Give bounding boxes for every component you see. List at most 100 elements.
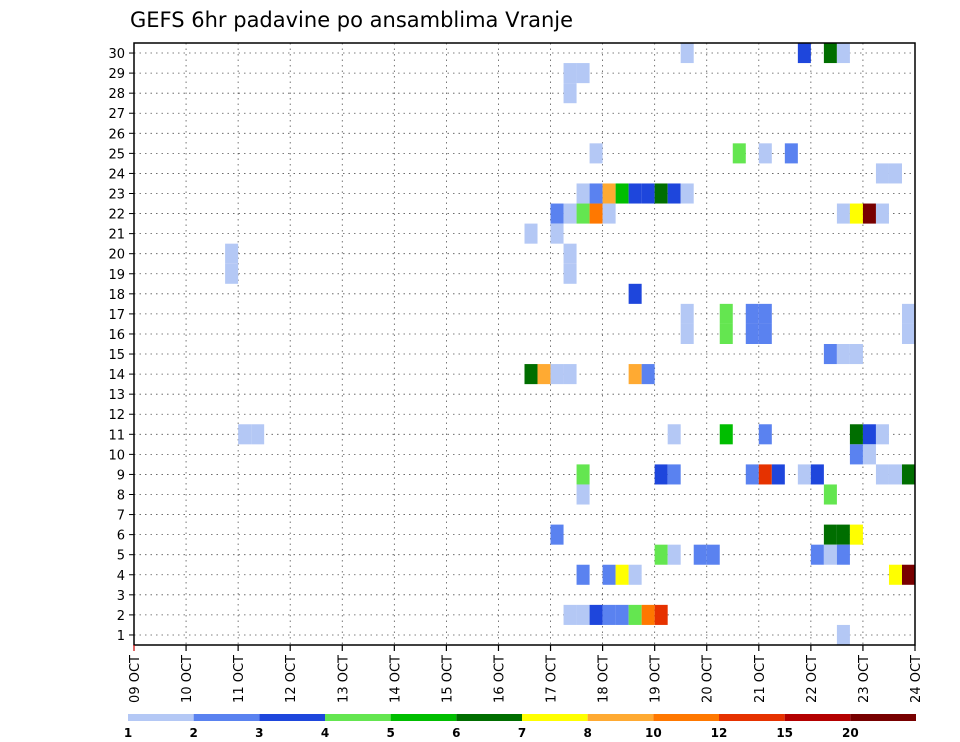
legend-swatch (784, 714, 851, 721)
data-cell (563, 203, 577, 224)
data-cell (875, 203, 889, 224)
y-tick-label: 25 (108, 147, 125, 162)
data-cell (719, 303, 733, 324)
data-cell (238, 424, 252, 445)
y-tick-label: 2 (117, 609, 125, 624)
legend-label: 10 (645, 726, 662, 740)
data-cell (589, 604, 603, 625)
y-tick-label: 21 (108, 228, 125, 243)
y-tick-label: 14 (108, 368, 125, 383)
data-cell (719, 424, 733, 445)
data-cell (589, 203, 603, 224)
data-cell (875, 424, 889, 445)
data-cell (836, 344, 850, 365)
data-cell (667, 544, 681, 565)
data-cell (667, 464, 681, 485)
legend-label: 4 (321, 726, 329, 740)
data-cell (615, 183, 629, 204)
data-cell (251, 424, 265, 445)
data-cell (628, 364, 642, 385)
data-cell (758, 143, 772, 164)
data-cell (862, 424, 876, 445)
data-cell (680, 303, 694, 324)
data-cell (563, 263, 577, 284)
data-cell (758, 424, 772, 445)
data-cell (667, 424, 681, 445)
x-tick-label: 11 OCT (232, 655, 247, 703)
legend-label: 7 (518, 726, 526, 740)
data-cell (849, 203, 863, 224)
data-cell (706, 544, 720, 565)
data-cell (732, 143, 746, 164)
data-cell (615, 564, 629, 585)
legend-swatch (193, 714, 260, 721)
y-tick-label: 29 (108, 67, 125, 82)
data-cell (589, 143, 603, 164)
legend-label: 20 (842, 726, 859, 740)
y-tick-label: 17 (108, 308, 125, 323)
data-cell (875, 464, 889, 485)
data-cell (836, 624, 850, 645)
data-cell (628, 564, 642, 585)
data-cell (641, 183, 655, 204)
data-cell (862, 203, 876, 224)
data-cell (576, 484, 590, 505)
data-cell (563, 83, 577, 104)
data-cell (654, 544, 668, 565)
y-tick-label: 28 (108, 87, 125, 102)
x-tick-label: 13 OCT (336, 655, 351, 703)
y-tick-label: 12 (108, 408, 125, 423)
data-cell (680, 183, 694, 204)
data-cell (823, 344, 837, 365)
plot-frame (133, 42, 916, 646)
data-cell (550, 364, 564, 385)
y-tick-label: 22 (108, 208, 125, 223)
legend-swatch (456, 714, 522, 721)
data-cell (225, 263, 239, 284)
data-cell (901, 564, 915, 585)
legend-swatch (390, 714, 457, 721)
data-cell (693, 544, 707, 565)
data-cell (810, 544, 824, 565)
data-cell (667, 183, 681, 204)
data-cell (797, 464, 811, 485)
y-axis: 1234567891011121314151617181920212223242… (108, 47, 134, 644)
data-cell (888, 564, 902, 585)
legend-label: 2 (189, 726, 197, 740)
y-tick-label: 23 (108, 188, 125, 203)
data-cell (836, 524, 850, 545)
x-tick-label: 22 OCT (805, 655, 820, 703)
data-cell (797, 43, 811, 64)
y-tick-label: 9 (117, 468, 125, 483)
data-cell (888, 464, 902, 485)
grid-lines (134, 43, 915, 645)
data-cell (745, 323, 759, 344)
data-cell (901, 464, 915, 485)
y-tick-label: 16 (108, 328, 125, 343)
data-cell (654, 183, 668, 204)
data-cell (836, 544, 850, 565)
chart-title: GEFS 6hr padavine po ansamblima Vranje (130, 8, 573, 32)
data-cell (680, 43, 694, 64)
data-cell (563, 63, 577, 84)
data-cell (901, 323, 915, 344)
data-cell (888, 163, 902, 184)
legend-label: 6 (452, 726, 460, 740)
data-cell (654, 464, 668, 485)
data-cell (758, 323, 772, 344)
data-cell (628, 183, 642, 204)
color-legend: 1 2 3 4 5 6 7 8 10 12 15 20 (124, 714, 916, 740)
legend-swatch (522, 714, 588, 721)
data-cell (576, 203, 590, 224)
data-cell (849, 344, 863, 365)
data-cell (524, 364, 538, 385)
data-cell (602, 183, 616, 204)
data-cell (563, 364, 577, 385)
y-tick-label: 13 (108, 388, 125, 403)
data-cell (225, 243, 239, 264)
legend-label: 15 (776, 726, 793, 740)
data-cell (784, 143, 798, 164)
y-tick-label: 20 (108, 248, 125, 263)
x-tick-label: 18 OCT (597, 655, 612, 703)
data-cell (745, 303, 759, 324)
